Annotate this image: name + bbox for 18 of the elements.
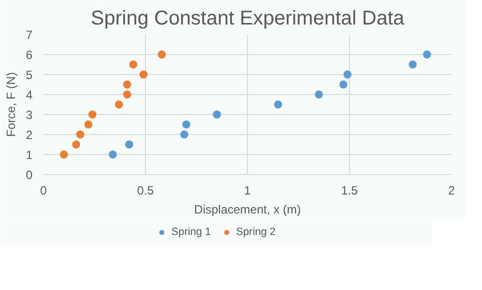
y-tick-label: 3	[26, 108, 33, 122]
y-tick-label: 1	[26, 148, 33, 162]
x-tick-label: 1.5	[341, 184, 358, 198]
x-tick-label: 0	[40, 184, 48, 198]
y-tick-label: 6	[26, 48, 33, 62]
y-axis-title: Force, F (N)	[4, 72, 18, 137]
x-axis-title: Displacement, x (m)	[194, 202, 301, 216]
y-tick-label: 4	[26, 88, 33, 102]
y-tick-label: 5	[26, 68, 33, 82]
x-tick-label: 0.5	[137, 184, 154, 198]
x-tick-label: 2	[448, 184, 456, 198]
legend-label: Spring 2	[236, 226, 276, 238]
y-tick-label: 2	[26, 128, 33, 142]
x-tick-label: 1	[244, 184, 252, 198]
y-tick-label: 0	[26, 168, 33, 182]
legend-label: Spring 1	[171, 226, 211, 238]
chart-title: Spring Constant Experimental Data	[90, 8, 406, 30]
y-tick-label: 7	[26, 28, 33, 42]
